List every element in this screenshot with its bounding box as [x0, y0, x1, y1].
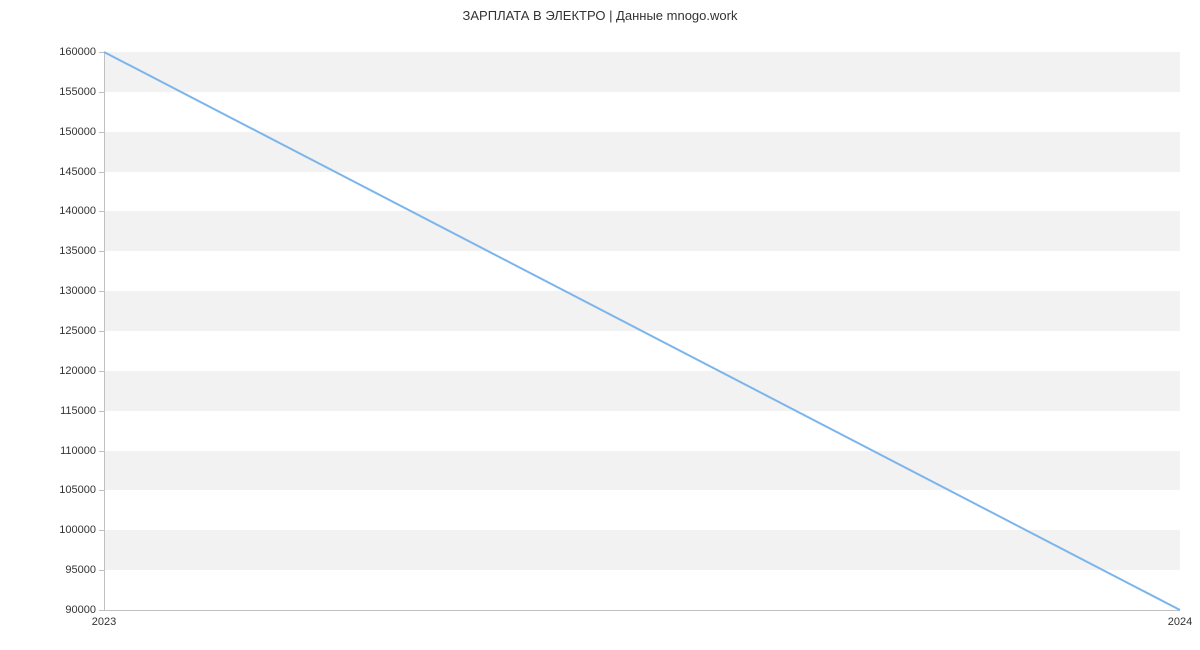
y-tick-label: 130000 [59, 285, 96, 297]
plot-area: 9000095000100000105000110000115000120000… [104, 52, 1180, 610]
chart-title: ЗАРПЛАТА В ЭЛЕКТРО | Данные mnogo.work [0, 8, 1200, 23]
line-chart: ЗАРПЛАТА В ЭЛЕКТРО | Данные mnogo.work 9… [0, 0, 1200, 650]
y-tick-label: 100000 [59, 524, 96, 536]
x-tick-label: 2024 [1168, 616, 1192, 628]
y-tick-label: 105000 [59, 484, 96, 496]
y-tick-label: 135000 [59, 245, 96, 257]
y-tick-label: 145000 [59, 166, 96, 178]
y-tick-label: 155000 [59, 86, 96, 98]
y-tick-label: 150000 [59, 126, 96, 138]
y-tick-label: 160000 [59, 46, 96, 58]
y-tick-mark [99, 610, 104, 611]
series-line [104, 52, 1180, 610]
y-tick-label: 125000 [59, 325, 96, 337]
y-tick-label: 115000 [60, 405, 96, 417]
y-tick-label: 120000 [59, 365, 96, 377]
y-tick-label: 140000 [59, 205, 96, 217]
y-tick-label: 95000 [65, 564, 96, 576]
x-axis-line [104, 610, 1180, 611]
y-tick-label: 110000 [60, 445, 96, 457]
y-tick-label: 90000 [65, 604, 96, 616]
x-tick-label: 2023 [92, 616, 116, 628]
